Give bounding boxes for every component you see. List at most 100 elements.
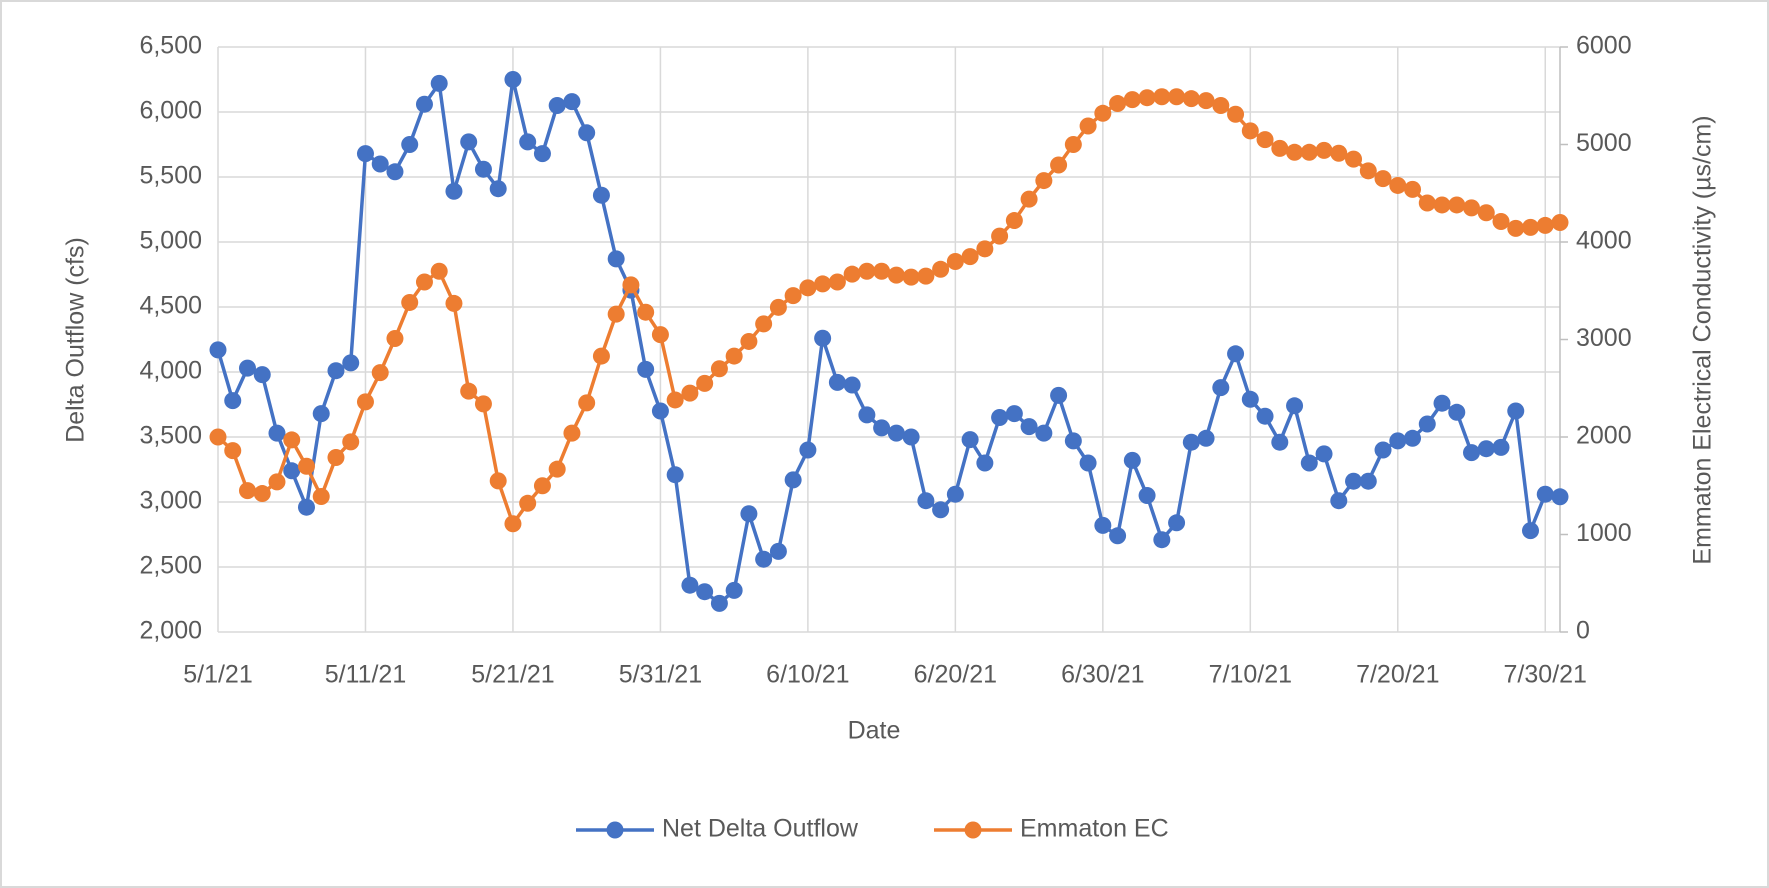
data-point <box>1020 418 1038 436</box>
data-point <box>902 268 920 286</box>
data-point <box>1256 131 1274 149</box>
data-point <box>563 424 581 442</box>
data-point <box>1433 196 1451 214</box>
data-point <box>297 498 315 516</box>
y-tick-label: 6,000 <box>139 97 202 125</box>
data-point <box>1035 172 1053 190</box>
data-point <box>1227 105 1245 123</box>
data-point <box>1079 117 1097 135</box>
data-point <box>1109 95 1127 113</box>
data-point <box>1330 144 1348 162</box>
data-point <box>725 347 743 365</box>
data-point <box>578 124 596 142</box>
data-point <box>1507 219 1525 237</box>
data-point <box>1138 89 1156 107</box>
data-point <box>681 576 699 594</box>
data-point <box>415 95 433 113</box>
data-point <box>873 419 891 437</box>
data-point <box>784 287 802 305</box>
data-point <box>1212 379 1230 397</box>
data-point <box>1256 407 1274 425</box>
data-point <box>1536 216 1554 234</box>
data-point <box>1374 441 1392 459</box>
data-point <box>238 359 256 377</box>
data-point <box>224 392 242 410</box>
data-point <box>755 315 773 333</box>
data-point <box>1300 143 1318 161</box>
data-point <box>976 454 994 472</box>
y-tick-label: 5,000 <box>139 227 202 255</box>
data-point <box>1094 104 1112 122</box>
data-point <box>253 366 271 384</box>
data-point <box>799 441 817 459</box>
data-point <box>651 326 669 344</box>
legend-label: Net Delta Outflow <box>662 815 859 843</box>
data-point <box>932 260 950 278</box>
data-point <box>474 395 492 413</box>
data-point <box>1433 394 1451 412</box>
data-point <box>489 180 507 198</box>
data-point <box>1094 516 1112 534</box>
data-point <box>1404 180 1422 198</box>
x-tick-label: 5/31/21 <box>619 661 702 689</box>
x-tick-label: 5/1/21 <box>183 661 253 689</box>
data-point <box>1315 445 1333 463</box>
x-axis-title: Date <box>848 717 901 745</box>
data-point <box>828 373 846 391</box>
y-tick-label: 5,500 <box>139 162 202 190</box>
y2-tick-label: 4000 <box>1576 227 1632 255</box>
data-point <box>460 382 478 400</box>
data-point <box>1123 451 1141 469</box>
data-point <box>1551 214 1569 231</box>
data-point <box>224 442 242 460</box>
data-point <box>1477 204 1495 222</box>
data-point <box>430 74 448 92</box>
data-point <box>430 262 448 280</box>
data-point <box>268 424 286 442</box>
y-tick-label: 6,500 <box>139 32 202 60</box>
data-point <box>327 448 345 466</box>
y-tick-label: 4,000 <box>139 357 202 385</box>
data-point <box>858 262 876 280</box>
x-tick-label: 5/11/21 <box>325 661 407 689</box>
data-point <box>592 347 610 365</box>
data-point <box>1448 196 1466 214</box>
data-point <box>1035 424 1053 442</box>
data-point <box>1345 150 1363 168</box>
data-point <box>1359 472 1377 490</box>
data-point <box>519 133 537 151</box>
data-point <box>1522 218 1540 236</box>
data-point <box>1463 444 1481 462</box>
data-point <box>1507 402 1525 420</box>
data-point <box>386 330 404 348</box>
data-point <box>1359 162 1377 180</box>
data-point <box>961 248 979 266</box>
data-point <box>548 97 566 114</box>
data-point <box>268 473 286 491</box>
data-point <box>1271 433 1289 451</box>
data-point <box>991 227 1009 245</box>
data-point <box>371 155 389 173</box>
data-point <box>1241 390 1259 408</box>
data-point <box>1050 156 1068 174</box>
data-point <box>401 293 419 311</box>
data-point <box>1064 136 1082 153</box>
data-point <box>1330 492 1348 510</box>
data-point <box>356 393 374 411</box>
data-point <box>1448 403 1466 421</box>
legend-label: Emmaton EC <box>1020 815 1169 843</box>
data-point <box>327 362 345 380</box>
data-point <box>1197 429 1215 447</box>
data-point <box>1345 472 1363 490</box>
data-point <box>696 583 714 601</box>
data-point <box>371 364 389 382</box>
data-point <box>209 341 227 359</box>
data-point <box>1005 405 1023 423</box>
data-point <box>814 275 832 293</box>
data-point <box>637 303 655 321</box>
data-point <box>312 405 330 423</box>
data-point <box>1315 141 1333 159</box>
data-point <box>681 384 699 402</box>
data-point <box>1168 514 1186 532</box>
